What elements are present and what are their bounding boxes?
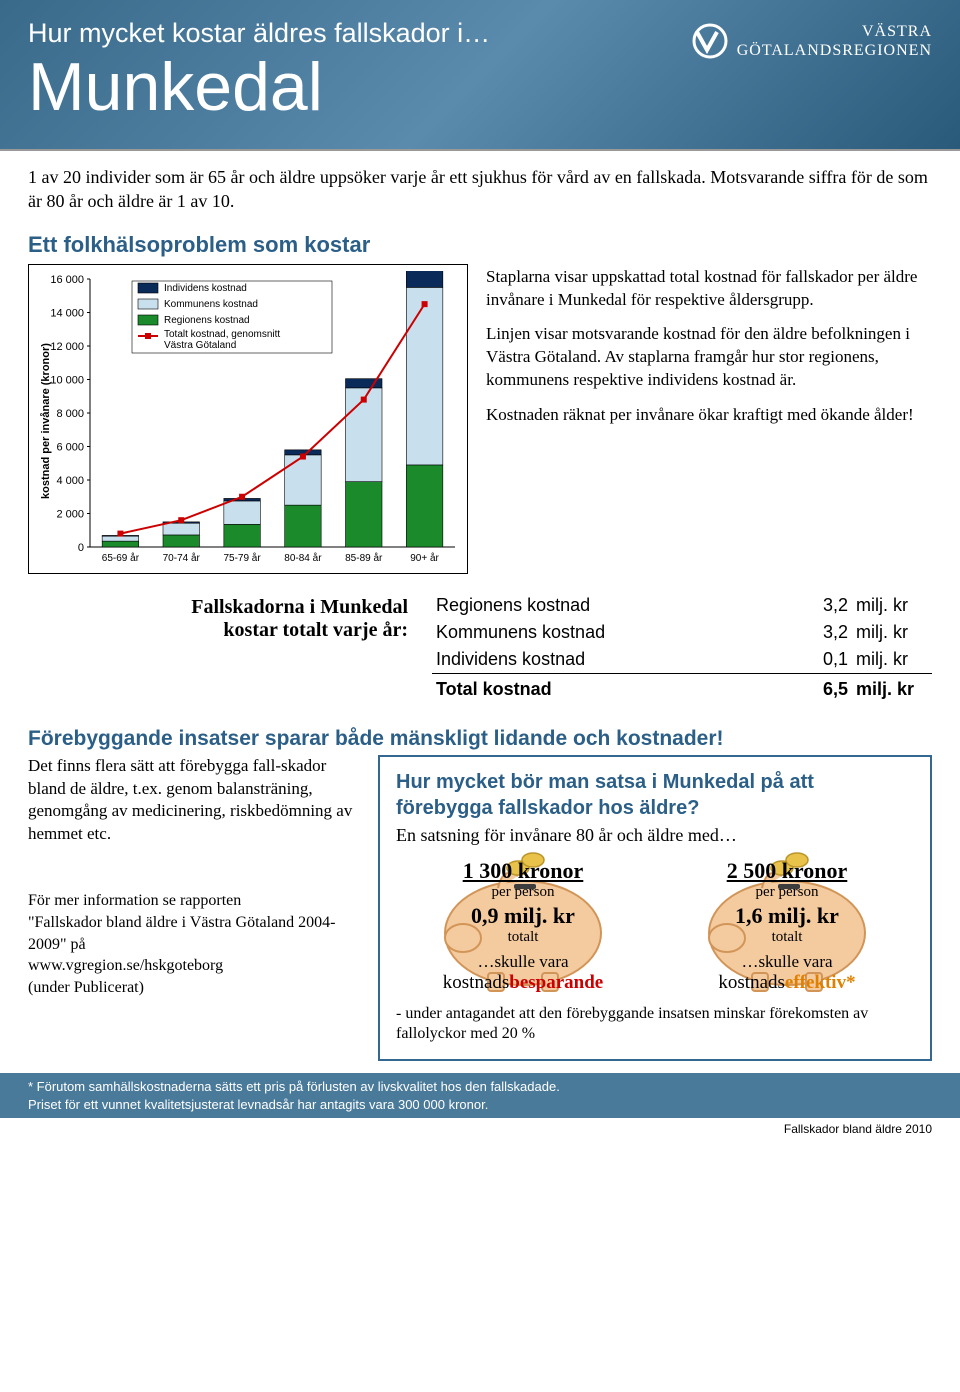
intro-paragraph: 1 av 20 individer som är 65 år och äldre…: [0, 151, 960, 222]
piggy-per-person: per person: [667, 884, 907, 901]
prevent-left-text: Det finns flera sätt att förebygga fall-…: [28, 755, 358, 847]
chart-row: kostnad per invånare (kronor) 0 2 000 4 000…: [0, 264, 960, 588]
investment-footnote: - under antagandet att den förebyggande …: [396, 1004, 914, 1046]
cost-caption: Fallskadorna i Munkedal kostar totalt va…: [28, 592, 408, 642]
svg-text:kostnad per invånare (kronor): kostnad per invånare (kronor): [40, 342, 52, 498]
piggy-per-person: per person: [403, 884, 643, 901]
piggy-keyword: kostnadseffektiv*: [667, 972, 907, 994]
footnote-bar: * Förutom samhällskostnaderna sätts ett …: [0, 1073, 960, 1118]
piggy-options: 1 300 kronorper person0,9 milj. krtotalt…: [396, 858, 914, 994]
piggy-total-label: totalt: [403, 929, 643, 946]
piggy-keyword: kostnadsbesparande: [403, 972, 643, 994]
page-footer: Fallskador bland äldre 2010: [0, 1118, 960, 1144]
cost-value: 3,2: [792, 592, 852, 619]
cost-total-row: Total kostnad6,5milj. kr: [432, 673, 932, 703]
piggy-option-0: 1 300 kronorper person 0,9 milj. krtotalt…: [403, 858, 643, 994]
chart-desc-p3: Kostnaden räknat per invånare ökar kraft…: [486, 404, 932, 427]
logo-mark-icon: [687, 22, 729, 60]
report-l3: www.vgregion.se/hskgoteborg: [28, 957, 223, 974]
page: Hur mycket kostar äldres fallskador i… M…: [0, 0, 960, 1144]
cost-label: Regionens kostnad: [432, 592, 792, 619]
cost-unit: milj. kr: [852, 619, 932, 646]
bar-chart: kostnad per invånare (kronor) 0 2 000 4 000…: [35, 271, 461, 571]
cost-label: Individens kostnad: [432, 646, 792, 674]
lower-left-column: Det finns flera sätt att förebygga fall-…: [28, 755, 358, 1062]
cost-row-item: Kommunens kostnad3,2milj. kr: [432, 619, 932, 646]
svg-text:Kommunens kostnad: Kommunens kostnad: [164, 299, 258, 310]
report-info: För mer information se rapporten "Fallsk…: [28, 890, 358, 998]
piggy-amount: 2 500 kronor: [667, 858, 907, 884]
footnote-l2: Priset för ett vunnet kvalitetsjusterat …: [28, 1097, 488, 1112]
chart-desc-p1: Staplarna visar uppskattad total kostnad…: [486, 266, 932, 312]
svg-text:0: 0: [78, 542, 84, 554]
report-l4: (under Publicerat): [28, 979, 144, 996]
investment-question: Hur mycket bör man satsa i Munkedal på a…: [396, 769, 914, 821]
header-subtitle: Hur mycket kostar äldres fallskador i…: [28, 18, 687, 49]
svg-text:12 000: 12 000: [50, 341, 84, 353]
piggy-skulle: …skulle vara: [403, 952, 643, 972]
piggy-skulle: …skulle vara: [667, 952, 907, 972]
logo-text: VÄSTRA GÖTALANDSREGIONEN: [737, 22, 932, 60]
logo-line2: GÖTALANDSREGIONEN: [737, 42, 932, 59]
cost-label: Kommunens kostnad: [432, 619, 792, 646]
svg-text:14 000: 14 000: [50, 307, 84, 319]
svg-text:Regionens kostnad: Regionens kostnad: [164, 315, 250, 326]
logo-line1: VÄSTRA: [862, 23, 932, 40]
lower-right-column: Hur mycket bör man satsa i Munkedal på a…: [378, 755, 932, 1062]
cost-row-item: Regionens kostnad3,2milj. kr: [432, 592, 932, 619]
svg-text:6 000: 6 000: [56, 441, 84, 453]
chart-description: Staplarna visar uppskattad total kostnad…: [486, 264, 932, 574]
cost-value: 0,1: [792, 646, 852, 674]
investment-box: Hur mycket bör man satsa i Munkedal på a…: [378, 755, 932, 1062]
investment-subtitle: En satsning för invånare 80 år och äldre…: [396, 825, 914, 846]
header-logo: VÄSTRA GÖTALANDSREGIONEN: [687, 18, 932, 121]
footnote-l1: * Förutom samhällskostnaderna sätts ett …: [28, 1079, 560, 1094]
cost-caption-l1: Fallskadorna i Munkedal: [191, 596, 408, 618]
cost-row-item: Individens kostnad0,1milj. kr: [432, 646, 932, 674]
cost-unit: milj. kr: [852, 646, 932, 674]
svg-text:85-89 år: 85-89 år: [345, 552, 383, 564]
svg-text:65-69 år: 65-69 år: [102, 552, 140, 564]
report-l1: För mer information se rapporten: [28, 892, 241, 909]
svg-text:Västra Götaland: Västra Götaland: [164, 340, 236, 351]
svg-text:8 000: 8 000: [56, 408, 84, 420]
svg-text:90+ år: 90+ år: [410, 552, 439, 564]
section-title-1: Ett folkhälsoproblem som kostar: [0, 222, 960, 264]
header-title: Munkedal: [28, 53, 687, 121]
cost-row: Fallskadorna i Munkedal kostar totalt va…: [0, 588, 960, 721]
piggy-total-label: totalt: [667, 929, 907, 946]
chart-desc-p2: Linjen visar motsvarande kostnad för den…: [486, 323, 932, 392]
cost-total-label: Total kostnad: [432, 673, 792, 703]
svg-text:Totalt kostnad, genomsnitt: Totalt kostnad, genomsnitt: [164, 329, 280, 340]
lower-section: Det finns flera sätt att förebygga fall-…: [0, 755, 960, 1074]
cost-total-unit: milj. kr: [852, 673, 932, 703]
piggy-option-1: 2 500 kronorper person 1,6 milj. krtotalt…: [667, 858, 907, 994]
cost-table: Regionens kostnad3,2milj. krKommunens ko…: [432, 592, 932, 703]
piggy-total: 0,9 milj. kr: [403, 903, 643, 929]
svg-text:16 000: 16 000: [50, 274, 84, 286]
cost-unit: milj. kr: [852, 592, 932, 619]
svg-text:4 000: 4 000: [56, 475, 84, 487]
header-banner: Hur mycket kostar äldres fallskador i… M…: [0, 0, 960, 151]
svg-text:75-79 år: 75-79 år: [223, 552, 261, 564]
cost-value: 3,2: [792, 619, 852, 646]
svg-text:Individens kostnad: Individens kostnad: [164, 283, 247, 294]
header-left: Hur mycket kostar äldres fallskador i… M…: [28, 18, 687, 121]
svg-text:70-74 år: 70-74 år: [163, 552, 201, 564]
piggy-amount: 1 300 kronor: [403, 858, 643, 884]
svg-text:2 000: 2 000: [56, 508, 84, 520]
svg-text:80-84 år: 80-84 år: [284, 552, 322, 564]
svg-text:10 000: 10 000: [50, 374, 84, 386]
report-l2: "Fallskador bland äldre i Västra Götalan…: [28, 914, 336, 953]
cost-caption-l2: kostar totalt varje år:: [223, 619, 408, 641]
cost-total-value: 6,5: [792, 673, 852, 703]
chart-container: kostnad per invånare (kronor) 0 2 000 4 000…: [28, 264, 468, 574]
piggy-total: 1,6 milj. kr: [667, 903, 907, 929]
prevent-title: Förebyggande insatser sparar både mänskl…: [0, 721, 960, 755]
